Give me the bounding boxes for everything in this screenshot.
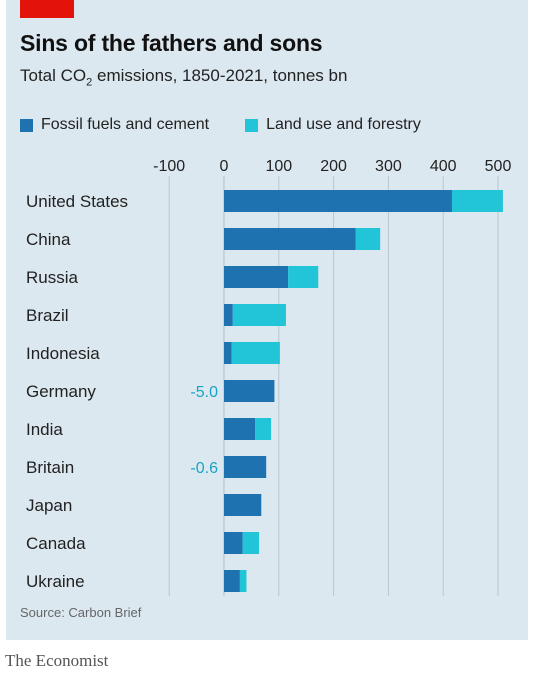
x-tick-label: 400 (430, 158, 457, 175)
legend-swatch-fossil (20, 118, 33, 132)
x-tick-label: 500 (485, 158, 512, 175)
x-tick-label: 200 (320, 158, 347, 175)
category-label-india: India (26, 420, 63, 439)
brand-red-tag (20, 0, 74, 18)
bar-chart: -100 0 100 200 300 400 500 United States China Ru… (26, 158, 512, 596)
bar-fossil-germany (224, 380, 275, 402)
bar-fossil-canada (224, 532, 243, 554)
category-label-indonesia: Indonesia (26, 344, 100, 363)
x-tick-label: 100 (265, 158, 292, 175)
bar-fossil-united-states (224, 190, 452, 212)
legend-swatch-land (245, 118, 259, 132)
bar-fossil-china (224, 228, 356, 250)
legend-item-fossil: Fossil fuels and cement (20, 116, 209, 134)
x-tick-label: -100 (153, 158, 185, 175)
annotation-germany: -5.0 (190, 384, 218, 401)
category-label-japan: Japan (26, 496, 72, 515)
annotation-britain: -0.6 (190, 460, 218, 477)
publisher-name: The Economist (5, 651, 109, 670)
bar-land-united-states (451, 190, 503, 212)
category-label-canada: Canada (26, 534, 86, 553)
legend-label-land: Land use and forestry (266, 116, 421, 133)
category-label-ukraine: Ukraine (26, 572, 85, 591)
bar-fossil-britain (224, 456, 267, 478)
category-label-united-states: United States (26, 192, 128, 211)
bar-land-indonesia (231, 342, 280, 364)
bar-land-ukraine (239, 570, 247, 592)
subtitle-text-pre: Total CO (20, 66, 87, 85)
chart-subtitle: Total CO2 emissions, 1850-2021, tonnes b… (20, 66, 347, 88)
category-label-brazil: Brazil (26, 306, 69, 325)
bar-land-india (255, 418, 272, 440)
bar-fossil-indonesia (224, 342, 232, 364)
subtitle-subscript: 2 (86, 76, 93, 89)
legend-item-land: Land use and forestry (245, 116, 421, 134)
bar-land-canada (242, 532, 260, 554)
bar-fossil-ukraine (224, 570, 240, 592)
source-note: Source: Carbon Brief (20, 605, 142, 620)
category-label-germany: Germany (26, 382, 96, 401)
chart-title: Sins of the fathers and sons (20, 30, 323, 56)
category-label-britain: Britain (26, 458, 74, 477)
bar-land-china (355, 228, 381, 250)
bar-fossil-brazil (224, 304, 233, 326)
chart-legend: Fossil fuels and cement Land use and for… (20, 116, 457, 134)
category-label-china: China (26, 230, 71, 249)
category-label-russia: Russia (26, 268, 79, 287)
bar-land-brazil (232, 304, 286, 326)
x-tick-label: 0 (220, 158, 229, 175)
bar-fossil-india (224, 418, 256, 440)
bar-fossil-japan (224, 494, 262, 516)
subtitle-text-post: emissions, 1850-2021, tonnes bn (92, 66, 348, 85)
x-tick-label: 300 (375, 158, 402, 175)
bar-land-russia (288, 266, 319, 288)
legend-label-fossil: Fossil fuels and cement (41, 116, 210, 133)
bar-fossil-russia (224, 266, 289, 288)
